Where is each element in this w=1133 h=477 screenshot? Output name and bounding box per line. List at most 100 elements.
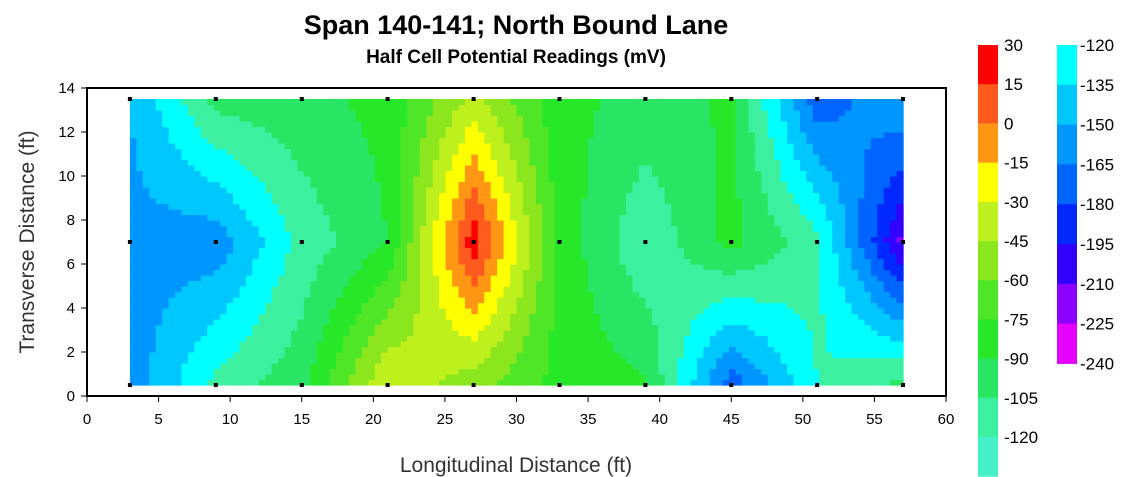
contour-cell xyxy=(696,148,704,155)
contour-cell xyxy=(703,231,711,238)
contour-cell xyxy=(510,159,518,166)
contour-cell xyxy=(606,115,614,122)
contour-cell xyxy=(477,126,485,133)
contour-cell xyxy=(458,357,466,364)
contour-cell xyxy=(510,126,518,133)
contour-cell xyxy=(484,214,492,221)
contour-cell xyxy=(303,198,311,205)
contour-cell xyxy=(342,368,350,375)
contour-cell xyxy=(194,302,202,309)
contour-cell xyxy=(426,302,434,309)
contour-cell xyxy=(632,209,640,216)
contour-cell xyxy=(626,165,634,172)
contour-cell xyxy=(368,132,376,139)
contour-cell xyxy=(355,319,363,326)
contour-cell xyxy=(316,242,324,249)
contour-cell xyxy=(664,143,672,150)
contour-cell xyxy=(510,165,518,172)
contour-cell xyxy=(439,126,447,133)
contour-cell xyxy=(297,137,305,144)
contour-cell xyxy=(477,137,485,144)
contour-cell xyxy=(245,203,253,210)
contour-cell xyxy=(239,302,247,309)
contour-cell xyxy=(284,132,292,139)
contour-cell xyxy=(419,99,427,106)
contour-cell xyxy=(741,170,750,177)
contour-cell xyxy=(690,159,698,166)
contour-cell xyxy=(278,225,286,232)
contour-cell xyxy=(516,198,524,205)
contour-cell xyxy=(175,132,183,139)
contour-cell xyxy=(580,335,588,342)
contour-cell xyxy=(349,99,357,106)
contour-cell xyxy=(593,170,601,177)
contour-cell xyxy=(342,209,350,216)
contour-cell xyxy=(426,253,434,260)
contour-cell xyxy=(426,110,434,117)
contour-cell xyxy=(684,302,692,309)
contour-cell xyxy=(741,264,750,271)
contour-cell xyxy=(355,104,363,111)
contour-cell xyxy=(368,104,376,111)
contour-cell xyxy=(374,308,382,315)
contour-cell xyxy=(374,302,382,309)
contour-cell xyxy=(703,280,711,287)
contour-cell xyxy=(664,181,672,188)
contour-cell xyxy=(587,368,595,375)
contour-cell xyxy=(619,242,627,249)
contour-cell xyxy=(516,236,524,243)
contour-cell xyxy=(142,110,150,117)
contour-cell xyxy=(207,165,215,172)
contour-cell xyxy=(265,115,273,122)
contour-cell xyxy=(580,170,588,177)
contour-cell xyxy=(213,275,221,282)
contour-cell xyxy=(587,198,595,205)
contour-cell xyxy=(568,308,576,315)
contour-cell xyxy=(245,159,253,166)
contour-cell xyxy=(587,269,595,276)
contour-cell xyxy=(413,324,421,331)
contour-cell xyxy=(729,220,737,227)
contour-cell xyxy=(220,148,228,155)
contour-cell xyxy=(187,170,195,177)
contour-cell xyxy=(426,346,434,353)
contour-cell xyxy=(181,258,189,265)
contour-cell xyxy=(368,209,376,216)
contour-cell xyxy=(516,121,524,128)
contour-cell xyxy=(291,198,299,205)
contour-cell xyxy=(220,181,228,188)
contour-cell xyxy=(129,341,137,348)
contour-cell xyxy=(258,110,266,117)
contour-cell xyxy=(329,242,337,249)
contour-cell xyxy=(619,126,627,133)
contour-cell xyxy=(632,302,640,309)
contour-cell xyxy=(271,115,279,122)
contour-cell xyxy=(187,335,195,342)
contour-cell xyxy=(619,192,627,199)
contour-cell xyxy=(368,181,376,188)
contour-cell xyxy=(600,247,608,254)
contour-cell xyxy=(458,165,466,172)
contour-cell xyxy=(638,209,646,216)
contour-cell xyxy=(258,363,266,370)
contour-cell xyxy=(207,137,215,144)
contour-cell xyxy=(555,253,563,260)
contour-cell xyxy=(168,374,176,381)
contour-cell xyxy=(580,121,588,128)
contour-cell xyxy=(638,115,646,122)
contour-cell xyxy=(168,225,176,232)
contour-cell xyxy=(245,225,253,232)
contour-cell xyxy=(245,137,253,144)
contour-cell xyxy=(561,110,569,117)
contour-cell xyxy=(316,341,324,348)
contour-cell xyxy=(381,187,389,194)
contour-cell xyxy=(213,379,221,386)
contour-cell xyxy=(464,143,472,150)
contour-cell xyxy=(181,220,189,227)
contour-cell xyxy=(336,170,344,177)
contour-cell xyxy=(580,302,588,309)
contour-cell xyxy=(464,165,472,172)
contour-cell xyxy=(664,176,672,183)
contour-cell xyxy=(452,368,460,375)
contour-cell xyxy=(638,214,646,221)
